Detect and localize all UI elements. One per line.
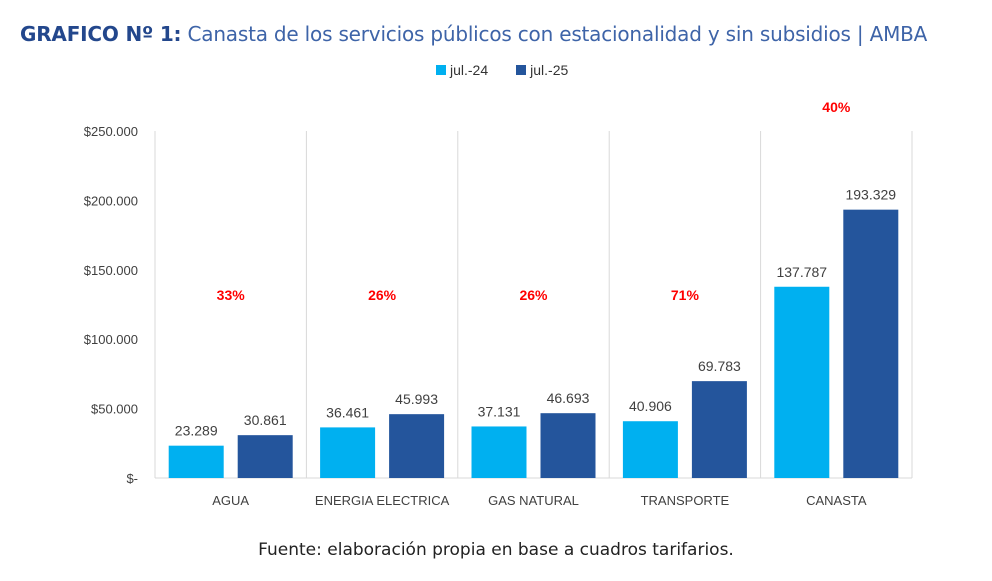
data-label: 46.693: [547, 390, 590, 406]
growth-annotation: 71%: [671, 287, 700, 303]
data-label: 40.906: [629, 398, 672, 414]
data-label: 193.329: [845, 187, 896, 203]
data-label: 45.993: [395, 391, 438, 407]
x-tick-label: CANASTA: [806, 493, 867, 508]
source-note: Fuente: elaboración propia en base a cua…: [258, 540, 734, 560]
y-tick-label: $250.000: [84, 124, 138, 139]
bar-jul-24-canasta: [774, 286, 830, 478]
growth-annotation: 26%: [368, 287, 397, 303]
bar-jul-25-transporte: [691, 381, 747, 478]
bar-jul-25-agua: [237, 435, 293, 478]
chart-title-prefix: GRAFICO Nº 1:: [20, 22, 182, 46]
legend-label-jul-24: jul.-24: [450, 62, 489, 78]
x-tick-label: AGUA: [212, 493, 249, 508]
bar-jul-24-gas-natural: [471, 426, 527, 478]
legend-swatch-jul-25: [516, 65, 527, 75]
bar-jul-25-canasta: [843, 209, 899, 478]
bar-jul-24-energia-electrica: [320, 427, 376, 478]
data-label: 23.289: [175, 423, 218, 439]
data-label: 36.461: [326, 404, 369, 420]
y-tick-label: $100.000: [84, 332, 138, 347]
y-tick-label: $50.000: [91, 402, 138, 417]
chart-title-text: Canasta de los servicios públicos con es…: [181, 22, 928, 46]
growth-annotation: 33%: [217, 287, 246, 303]
y-tick-label: $200.000: [84, 193, 138, 208]
bar-jul-24-agua: [168, 445, 224, 478]
bar-jul-25-gas-natural: [540, 413, 596, 478]
legend-item-jul-24: jul.-24: [436, 62, 488, 78]
growth-annotation: 26%: [519, 287, 548, 303]
y-tick-label: $-: [126, 471, 138, 486]
bar-jul-24-transporte: [622, 421, 678, 478]
x-tick-label: TRANSPORTE: [641, 493, 730, 508]
legend-swatch-jul-24: [436, 65, 446, 75]
data-label: 69.783: [698, 358, 741, 374]
x-tick-label: GAS NATURAL: [488, 493, 579, 508]
growth-annotation: 40%: [822, 99, 851, 115]
y-tick-label: $150.000: [84, 263, 138, 278]
legend-item-jul-25: jul.-25: [516, 62, 568, 78]
data-label: 137.787: [776, 264, 827, 280]
chart-legend: jul.-24 jul.-25: [436, 62, 568, 78]
chart-title: GRAFICO Nº 1: Canasta de los servicios p…: [20, 22, 927, 46]
x-tick-label: ENERGIA ELECTRICA: [315, 493, 450, 508]
data-label: 37.131: [478, 403, 521, 419]
bar-jul-25-energia-electrica: [389, 414, 445, 478]
data-label: 30.861: [244, 412, 287, 428]
legend-label-jul-25: jul.-25: [530, 62, 569, 78]
